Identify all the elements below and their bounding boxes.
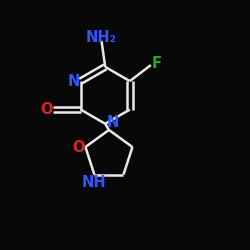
Text: O: O [72,140,85,154]
Text: NH: NH [82,174,107,190]
Text: F: F [151,56,161,71]
Text: N: N [68,74,80,88]
Text: N: N [106,115,119,130]
Text: NH₂: NH₂ [86,30,117,45]
Text: O: O [40,102,53,117]
